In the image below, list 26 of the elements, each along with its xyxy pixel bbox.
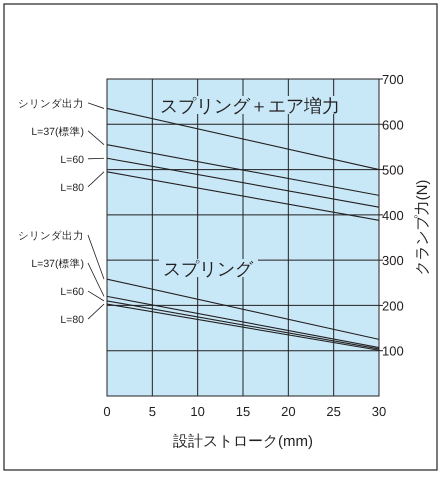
x-tick-label: 30 [372,404,386,419]
y-tick-label: 500 [382,162,404,178]
text: L=80 [60,182,84,194]
legend-label: L=60 [60,154,84,166]
y-tick-label: 400 [382,208,404,223]
x-tick-label: 5 [148,404,156,419]
x-tick-label: 10 [190,404,205,419]
legend-label: シリンダ出力 [18,96,84,110]
y-tick-label: 200 [382,298,404,314]
text: シリンダ出力 [18,229,84,242]
x-tick-label: 20 [281,404,296,419]
text: L=80 [60,314,84,326]
y-tick-label: 100 [382,344,404,359]
y-tick-label: 700 [382,72,404,87]
x-tick-label: 0 [103,404,111,419]
y-tick-label: 300 [382,253,404,268]
x-tick-label: 25 [326,404,341,419]
x-tick-label: 15 [236,404,250,419]
x-axis-title: 設計ストローク(mm) [173,433,313,450]
y-tick-label: 600 [382,117,404,132]
y-axis-title: クランプ力(N) [414,180,431,276]
legend-label: L=60 [60,286,84,298]
text: L=37(標準) [31,258,84,270]
legend-label: L=37(標準) [31,126,84,138]
annotation: スプリング [163,259,254,279]
annotation: スプリング＋エア増力 [160,96,340,116]
